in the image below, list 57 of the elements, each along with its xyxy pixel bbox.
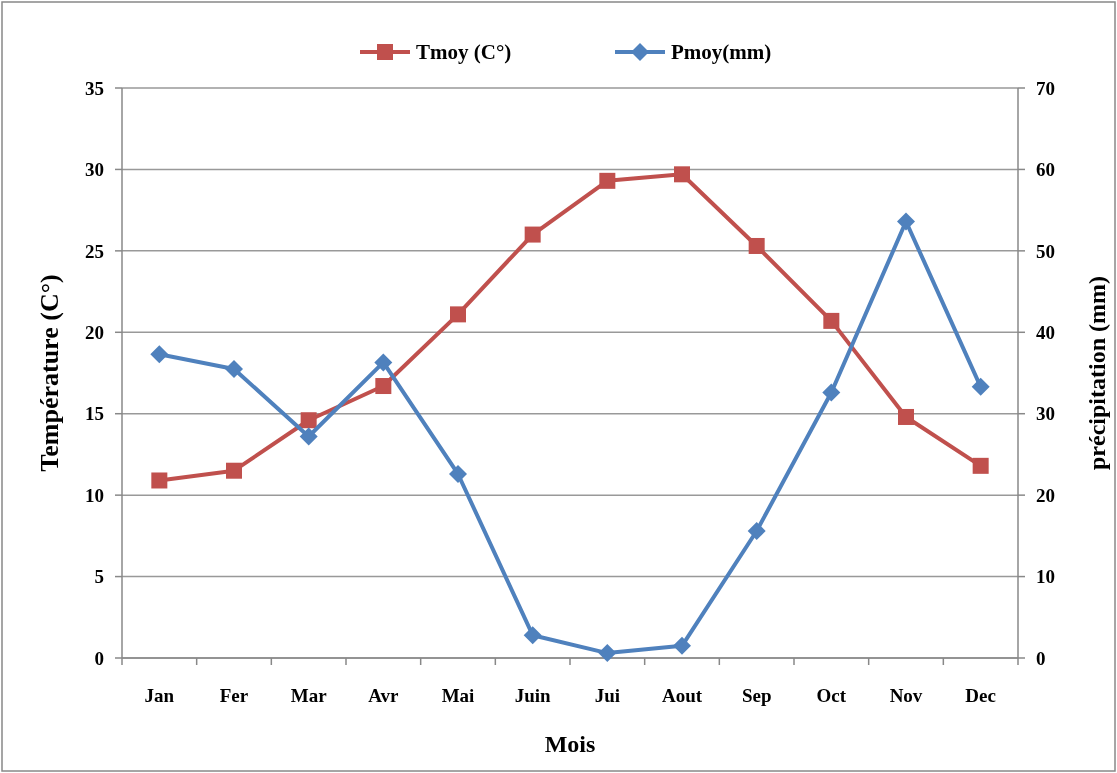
point bbox=[450, 306, 466, 323]
point bbox=[898, 408, 914, 425]
point bbox=[748, 237, 765, 254]
y-axis-title: Température (C°) bbox=[35, 274, 64, 472]
point bbox=[523, 626, 542, 645]
y-tick-label: 30 bbox=[85, 159, 104, 181]
point bbox=[449, 464, 467, 483]
legend-label: Tmoy (C°) bbox=[416, 40, 512, 65]
legend-label: Pmoy(mm) bbox=[671, 40, 772, 65]
y2-tick-label: 30 bbox=[1036, 403, 1055, 425]
y2-tick-label: 0 bbox=[1036, 647, 1046, 669]
x-tick-label: Aout bbox=[661, 685, 703, 706]
x-axis-title: Mois bbox=[544, 731, 596, 757]
point bbox=[374, 353, 393, 372]
y-tick-label: 20 bbox=[85, 321, 104, 343]
point bbox=[971, 377, 990, 396]
y-tick-label: 10 bbox=[85, 484, 104, 506]
point bbox=[299, 427, 318, 446]
x-tick-label: Avr bbox=[368, 685, 400, 706]
point bbox=[673, 636, 691, 655]
y-tick-label: 5 bbox=[94, 566, 104, 588]
y2-axis-title: précipitation (mm) bbox=[1084, 276, 1110, 470]
point bbox=[150, 345, 169, 364]
x-tick-label: Fer bbox=[219, 685, 249, 706]
point bbox=[226, 462, 242, 479]
point bbox=[897, 212, 915, 231]
x-tick-label: Mar bbox=[290, 685, 328, 706]
y-tick-label: 35 bbox=[85, 77, 104, 99]
point bbox=[598, 644, 617, 663]
point bbox=[823, 312, 840, 329]
x-tick-label: Jan bbox=[144, 685, 175, 706]
point bbox=[225, 359, 243, 378]
y-tick-label: 25 bbox=[85, 240, 104, 262]
x-tick-label: Mai bbox=[441, 685, 475, 706]
y2-tick-label: 10 bbox=[1036, 566, 1055, 588]
x-tick-label: Nov bbox=[889, 685, 923, 706]
point bbox=[822, 383, 841, 402]
point bbox=[599, 172, 616, 189]
y2-tick-label: 40 bbox=[1036, 321, 1055, 343]
y2-tick-label: 20 bbox=[1036, 484, 1055, 506]
y-tick-label: 0 bbox=[94, 647, 104, 669]
y2-tick-label: 50 bbox=[1036, 240, 1055, 262]
point bbox=[747, 521, 766, 540]
point bbox=[300, 412, 317, 429]
x-tick-label: Dec bbox=[965, 685, 996, 706]
point bbox=[674, 166, 690, 183]
x-tick-label: Jui bbox=[594, 685, 621, 706]
point bbox=[151, 472, 168, 489]
y2-tick-label: 60 bbox=[1036, 159, 1055, 181]
point bbox=[375, 378, 392, 395]
point bbox=[524, 226, 541, 243]
x-tick-label: Juin bbox=[514, 685, 552, 706]
x-tick-label: Sep bbox=[741, 685, 772, 706]
x-tick-label: Oct bbox=[816, 685, 847, 706]
y-tick-label: 15 bbox=[85, 403, 104, 425]
point bbox=[972, 457, 989, 474]
y2-tick-label: 70 bbox=[1036, 77, 1055, 99]
